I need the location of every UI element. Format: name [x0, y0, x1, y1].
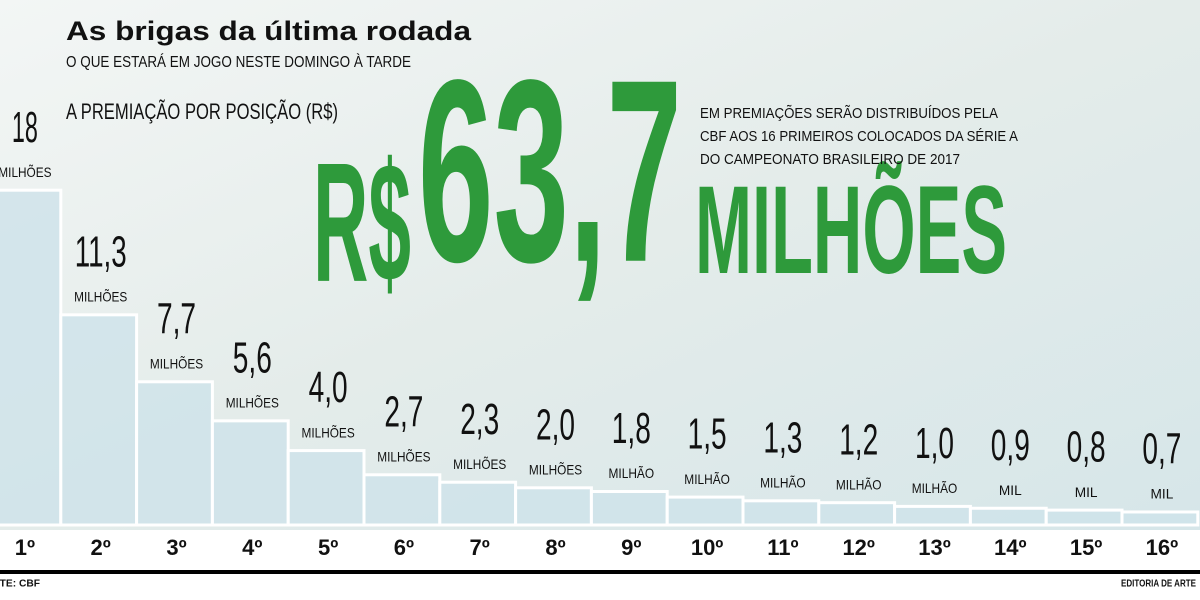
headline-note: DO CAMPEONATO BRASILEIRO DE 2017	[700, 151, 960, 168]
x-tick-label: 1º	[15, 535, 35, 560]
bar	[286, 449, 366, 527]
headline-amount: 63,7	[418, 27, 682, 317]
x-tick-label: 5º	[318, 535, 338, 560]
headline-note: CBF AOS 16 PRIMEIROS COLOCADOS DA SÉRIE …	[700, 128, 1018, 145]
x-tick-label: 3º	[166, 535, 186, 560]
value-label: 7,7	[157, 294, 196, 343]
title: As brigas da última rodada	[66, 16, 472, 46]
value-unit: MILHÕES	[453, 456, 506, 472]
value-label: 1,5	[688, 410, 727, 459]
value-unit: MIL	[999, 482, 1022, 498]
value-unit: MILHÕES	[377, 448, 430, 464]
bar	[1120, 510, 1200, 527]
value-label: 0,9	[991, 421, 1030, 470]
value-label: 1,8	[612, 404, 651, 453]
headline-unit: MILHÕES	[695, 161, 1007, 300]
value-unit: MILHÃO	[609, 465, 655, 481]
bar	[59, 313, 139, 527]
bar	[665, 495, 745, 527]
x-tick-label: 7º	[470, 535, 490, 560]
x-tick-label: 2º	[91, 535, 111, 560]
value-unit: MIL	[1075, 484, 1098, 500]
x-tick-label: 11º	[767, 535, 798, 560]
bar	[362, 473, 442, 527]
x-tick-label: 8º	[545, 535, 565, 560]
value-label: 1,0	[915, 419, 954, 468]
subtitle: O QUE ESTARÁ EM JOGO NESTE DOMINGO À TAR…	[66, 52, 411, 71]
value-unit: MILHÕES	[74, 289, 127, 305]
bar	[893, 504, 972, 527]
bar	[741, 499, 821, 527]
value-label: 4,0	[309, 363, 348, 412]
bar	[135, 380, 214, 527]
source: FONTE: CBF	[0, 579, 40, 590]
value-label: 1,3	[763, 413, 802, 462]
x-tick-label: 4º	[242, 535, 262, 560]
value-unit: MILHÕES	[0, 164, 52, 180]
bar	[1044, 508, 1124, 527]
value-label: 2,3	[460, 395, 499, 444]
x-tick-label: 6º	[394, 535, 414, 560]
bar	[514, 486, 593, 527]
value-label: 0,8	[1067, 423, 1106, 472]
bar	[210, 419, 290, 527]
value-label: 0,7	[1142, 425, 1181, 474]
value-unit: MILHÃO	[912, 480, 958, 496]
bar	[438, 480, 518, 527]
value-label: 2,0	[536, 400, 575, 449]
x-tick-label: 12º	[842, 535, 875, 560]
bar	[589, 490, 669, 527]
value-label: 18	[12, 103, 38, 152]
value-unit: MILHÃO	[836, 476, 882, 492]
value-unit: MIL	[1151, 486, 1174, 502]
x-tick-label: 9º	[621, 535, 641, 560]
value-unit: MILHÕES	[150, 355, 203, 371]
chart-title: A PREMIAÇÃO POR POSIÇÃO (R$)	[66, 99, 338, 124]
credit: EDITORIA DE ARTE	[1121, 579, 1196, 590]
value-unit: MILHÕES	[529, 462, 582, 478]
value-unit: MILHÕES	[226, 395, 279, 411]
bar	[968, 506, 1048, 527]
value-unit: MILHÃO	[760, 475, 806, 491]
value-unit: MILHÕES	[302, 424, 355, 440]
value-label: 5,6	[233, 333, 272, 382]
bar	[817, 501, 897, 527]
x-tick-label: 15º	[1070, 535, 1103, 560]
x-tick-label: 13º	[918, 535, 951, 560]
bar	[0, 188, 63, 527]
value-label: 2,7	[384, 387, 423, 436]
footer-band	[0, 530, 1200, 600]
x-tick-label: 16º	[1146, 535, 1179, 560]
value-unit: MILHÃO	[684, 471, 730, 487]
x-tick-label: 14º	[994, 535, 1027, 560]
value-label: 11,3	[75, 227, 127, 276]
headline-currency: R$	[313, 128, 411, 318]
x-tick-label: 10º	[691, 535, 724, 560]
headline-note: EM PREMIAÇÕES SERÃO DISTRIBUÍDOS PELA	[700, 105, 998, 122]
value-label: 1,2	[839, 415, 878, 464]
